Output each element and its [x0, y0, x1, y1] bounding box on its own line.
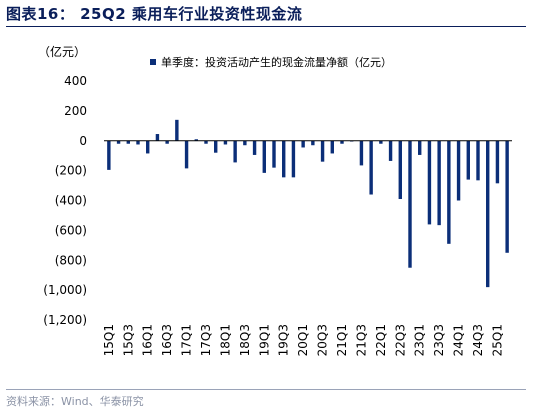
y-tick-label: (400) — [55, 194, 87, 208]
source-note: 资料来源：Wind、华泰研究 — [6, 395, 144, 408]
y-tick-label: (1,200) — [43, 313, 87, 327]
bar-20Q4 — [330, 140, 334, 154]
x-tick-label: 17Q1 — [180, 324, 194, 356]
bar-22Q2 — [388, 140, 393, 161]
x-tick-label: 24Q1 — [452, 324, 466, 356]
bar-21Q3 — [359, 140, 364, 166]
y-axis-ticks: 400 200 0 (200) (400) (600) (800) (1,000) (1,200… — [43, 74, 87, 327]
bar-17Q4 — [214, 140, 218, 153]
bar-16Q4 — [175, 119, 179, 141]
x-tick-label: 18Q1 — [218, 324, 232, 356]
x-tick-label: 16Q1 — [141, 324, 155, 356]
bar-24Q4 — [486, 140, 490, 288]
bar-17Q1 — [184, 140, 189, 169]
bar-19Q3 — [282, 140, 286, 178]
bar-20Q2 — [311, 140, 315, 146]
x-tick-label: 16Q3 — [160, 324, 174, 356]
bar-23Q3 — [437, 140, 441, 226]
bar-17Q2 — [194, 139, 198, 141]
y-tick-label: (600) — [55, 223, 87, 237]
bar-19Q2 — [272, 140, 276, 168]
x-tick-label: 24Q3 — [471, 324, 485, 356]
x-tick-label: 21Q1 — [335, 324, 349, 356]
x-tick-label: 25Q1 — [490, 324, 504, 356]
bar-25Q1 — [495, 140, 500, 184]
x-tick-label: 23Q3 — [432, 324, 446, 356]
bar-15Q1 — [107, 140, 111, 170]
legend-swatch — [150, 59, 156, 65]
bar-25Q2 — [505, 140, 509, 253]
bar-22Q3 — [398, 140, 402, 200]
bar-24Q2 — [466, 140, 470, 180]
x-tick-label: 17Q3 — [199, 324, 213, 356]
title-divider — [6, 26, 526, 27]
x-tick-label: 22Q3 — [393, 324, 407, 356]
x-tick-label: 23Q1 — [413, 324, 427, 356]
source-divider — [6, 389, 526, 390]
bar-22Q4 — [408, 140, 412, 268]
x-tick-label: 15Q3 — [121, 324, 135, 356]
y-tick-label: (1,000) — [43, 283, 87, 297]
x-tick-label: 18Q3 — [238, 324, 252, 356]
bar-21Q4 — [369, 140, 373, 195]
bar-15Q2 — [116, 140, 121, 144]
bar-20Q3 — [320, 140, 325, 162]
bar-20Q1 — [301, 140, 305, 148]
bar-16Q2 — [155, 134, 160, 141]
y-tick-label: 400 — [64, 74, 87, 88]
bar-24Q3 — [476, 140, 480, 181]
bar-19Q1 — [262, 140, 266, 173]
bar-15Q4 — [136, 140, 140, 145]
y-tick-label: (800) — [55, 253, 87, 267]
bar-24Q1 — [456, 140, 461, 201]
x-tick-label: 20Q3 — [316, 324, 330, 356]
x-tick-label: 20Q1 — [296, 324, 310, 356]
y-tick-label: 200 — [64, 104, 87, 118]
x-tick-label: 21Q3 — [354, 324, 368, 356]
bar-18Q4 — [252, 140, 257, 155]
legend: 单季度：投资活动产生的现金流量净额（亿元） — [150, 55, 392, 69]
bar-18Q1 — [223, 140, 228, 145]
x-tick-label: 19Q1 — [257, 324, 271, 356]
bar-19Q4 — [291, 140, 296, 178]
bar-16Q1 — [146, 140, 150, 154]
bar-18Q3 — [243, 140, 247, 146]
y-tick-label: (200) — [55, 164, 87, 178]
bar-18Q2 — [233, 140, 237, 163]
y-tick-label: 0 — [79, 134, 87, 148]
x-tick-label: 19Q3 — [277, 324, 291, 356]
bar-22Q1 — [379, 140, 383, 144]
bar-23Q2 — [427, 140, 432, 225]
y-axis-unit: （亿元） — [38, 45, 87, 59]
bar-17Q3 — [204, 140, 208, 144]
bar-23Q1 — [418, 140, 422, 155]
x-tick-label: 15Q1 — [102, 324, 116, 356]
bar-16Q3 — [165, 140, 169, 144]
bar-series — [107, 119, 509, 288]
legend-label: 单季度：投资活动产生的现金流量净额（亿元） — [161, 55, 392, 69]
bar-21Q1 — [340, 140, 344, 144]
bar-23Q4 — [447, 140, 451, 244]
x-axis-ticks: 15Q1 15Q3 16Q1 16Q3 17Q1 17Q3 18Q1 18Q3 19Q1 19Q3… — [102, 324, 505, 356]
bar-15Q3 — [126, 140, 130, 144]
figure-title: 图表16： 25Q2 乘用车行业投资性现金流 — [6, 5, 303, 23]
x-tick-label: 22Q1 — [374, 324, 388, 356]
